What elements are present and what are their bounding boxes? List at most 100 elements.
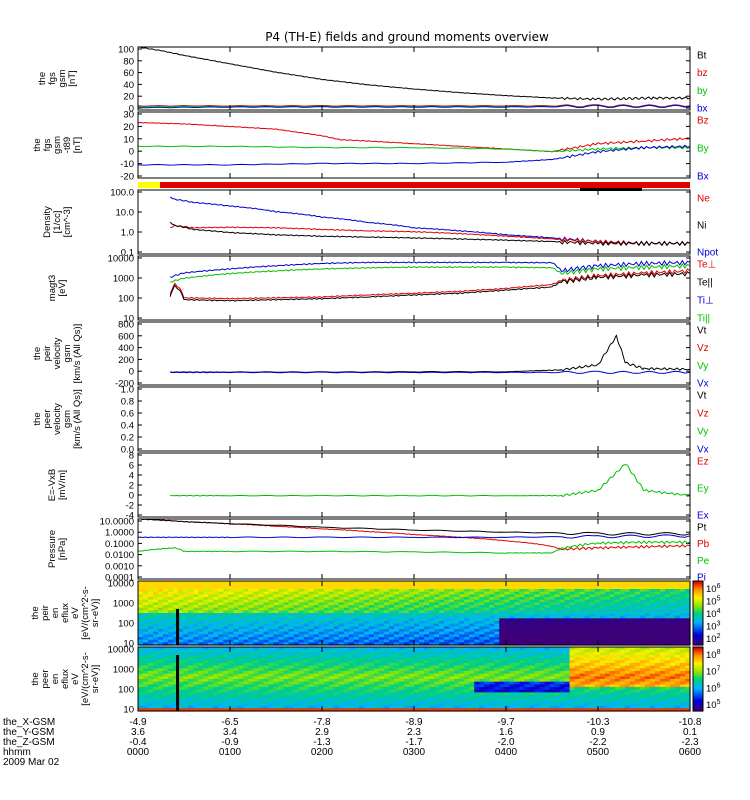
spectrogram-cell xyxy=(318,615,325,619)
spectrogram-cell xyxy=(634,597,641,601)
spectrogram-cell xyxy=(273,629,280,633)
spectrogram-cell xyxy=(514,665,520,669)
spectrogram-cell xyxy=(228,637,234,641)
spectrogram-cell xyxy=(414,687,420,691)
spectrogram-cell xyxy=(589,634,596,638)
spectrogram-cell xyxy=(368,589,375,593)
spectrogram-cell xyxy=(373,623,380,627)
spectrogram-cell xyxy=(484,676,490,680)
spectrogram-cell xyxy=(479,637,485,641)
spectrogram-cell xyxy=(484,607,490,611)
spectrogram-cell xyxy=(283,618,290,622)
spectrogram-cell xyxy=(228,597,234,601)
spectrogram-cell xyxy=(343,618,350,622)
spectrogram-cell xyxy=(268,700,275,704)
spectrogram-cell xyxy=(464,599,470,603)
spectrogram-cell xyxy=(203,652,209,656)
spectrogram-cell xyxy=(474,599,480,603)
spectrogram-cell xyxy=(383,663,390,667)
spectrogram-cell xyxy=(403,708,410,712)
spectrogram-cell xyxy=(449,599,455,603)
spectrogram-cell xyxy=(168,599,174,603)
spectrogram-cell xyxy=(444,700,450,704)
spectrogram-cell xyxy=(619,642,626,646)
spectrogram-cell xyxy=(198,583,204,587)
spectrogram-cell xyxy=(489,599,495,603)
spectrogram-cell xyxy=(499,649,505,653)
spectrogram-cell xyxy=(649,610,656,614)
spectrogram-cell xyxy=(153,589,159,593)
spectrogram-cell xyxy=(248,597,255,601)
spectrogram-cell xyxy=(373,655,380,659)
spectrogram-cell xyxy=(454,671,460,675)
spectrogram-cell xyxy=(168,708,174,712)
legend-entry: Vz xyxy=(697,409,709,420)
spectrogram-cell xyxy=(318,671,325,675)
spectrogram-cell xyxy=(393,673,400,677)
spectrogram-cell xyxy=(454,665,460,669)
spectrogram-cell xyxy=(429,610,435,614)
legend-entry: Vy xyxy=(697,427,708,438)
spectrogram-cell xyxy=(383,639,390,643)
spectrogram-cell xyxy=(283,665,290,669)
spectrogram-cell xyxy=(268,687,275,691)
spectrogram-cell xyxy=(609,597,616,601)
spectrogram-cell xyxy=(218,655,224,659)
spectrogram-cell xyxy=(188,652,194,656)
spectrogram-cell xyxy=(444,689,450,693)
spectrogram-cell xyxy=(348,681,355,685)
spectrogram-cell xyxy=(579,602,586,606)
spectrogram-cell xyxy=(348,623,355,627)
spectrogram-cell xyxy=(654,581,661,585)
spectrogram-cell xyxy=(383,681,390,685)
spectrogram-cell xyxy=(333,700,340,704)
spectrogram-cell xyxy=(434,655,440,659)
spectrogram-cell xyxy=(248,613,255,617)
spectrogram-cell xyxy=(333,610,340,614)
spectrogram-cell xyxy=(188,660,194,664)
spectrogram-cell xyxy=(429,621,435,625)
spectrogram-cell xyxy=(454,687,460,691)
spectrogram-cell xyxy=(639,589,646,593)
spectrogram-cell xyxy=(639,583,646,587)
spectrogram-cell xyxy=(213,639,219,643)
spectrogram-cell xyxy=(263,695,270,699)
spectrogram-cell xyxy=(343,629,350,633)
spectrogram-cell xyxy=(338,581,345,585)
spectrogram-cell xyxy=(273,591,280,595)
spectrogram-cell xyxy=(504,695,510,699)
spectrogram-cell xyxy=(283,631,290,635)
spectrogram-cell xyxy=(449,586,455,590)
spectrogram-cell xyxy=(604,634,611,638)
spectrogram-cell xyxy=(524,637,531,641)
spectrogram-cell xyxy=(218,618,224,622)
spectrogram-cell xyxy=(273,583,280,587)
spectrogram-cell xyxy=(223,687,229,691)
spectrogram-cell xyxy=(444,657,450,661)
spectrogram-cell xyxy=(434,684,440,688)
spectrogram-cell xyxy=(674,607,681,611)
spectrogram-cell xyxy=(524,642,531,646)
spectrogram-cell xyxy=(414,583,420,587)
spectrogram-cell xyxy=(484,605,490,609)
spectrogram-cell xyxy=(218,697,224,701)
legend-entry: Ni xyxy=(697,221,706,232)
spectrogram-cell xyxy=(654,599,661,603)
series-line-by xyxy=(137,145,691,153)
spectrogram-cell xyxy=(343,621,350,625)
spectrogram-cell xyxy=(489,689,495,693)
spectrogram-cell xyxy=(474,607,480,611)
spectrogram-cell xyxy=(138,610,144,614)
spectrogram-cell xyxy=(469,591,475,595)
spectrogram-cell xyxy=(499,637,505,641)
spectrogram-cell xyxy=(138,679,144,683)
spectrogram-cell xyxy=(288,684,295,688)
spectrogram-cell xyxy=(358,668,365,672)
spectrogram-cell xyxy=(238,594,244,598)
spectrogram-cell xyxy=(474,581,480,585)
spectrogram-cell xyxy=(664,605,671,609)
spectrogram-cell xyxy=(454,586,460,590)
spectrogram-cell xyxy=(138,639,144,643)
spectrogram-cell xyxy=(238,652,244,656)
spectrogram-cell xyxy=(153,692,159,696)
